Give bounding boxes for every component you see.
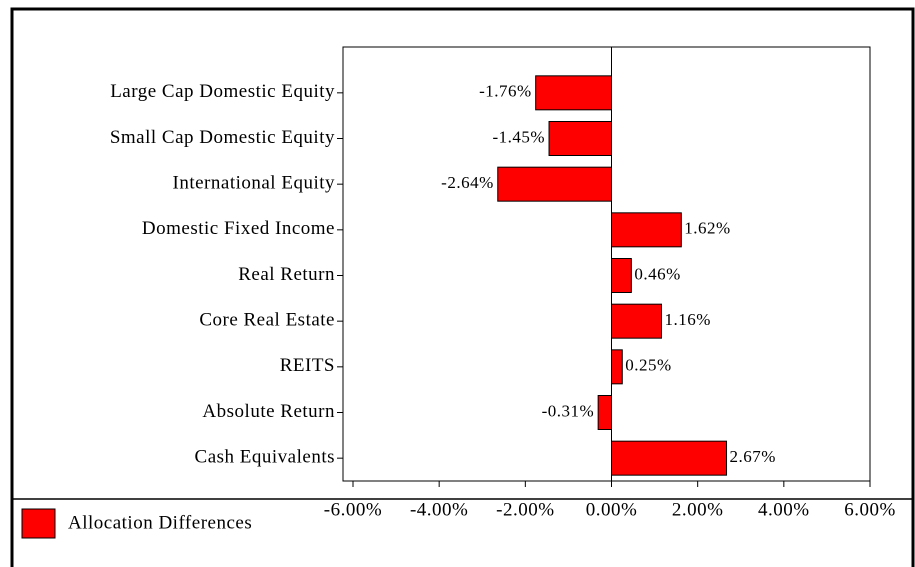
x-tick-label: -6.00% [324, 499, 382, 520]
bar [548, 121, 613, 156]
data-label: -0.31% [542, 401, 595, 420]
y-tick-label: Real Return [238, 264, 335, 285]
outer-frame [10, 7, 915, 567]
bar [611, 440, 728, 476]
y-tick-label: Absolute Return [202, 401, 335, 422]
y-tick-label: International Equity [173, 173, 335, 194]
data-label: 0.46% [634, 264, 680, 283]
data-label: -2.64% [441, 173, 494, 192]
y-tick-label: Cash Equivalents [195, 447, 335, 468]
x-tick-label: -2.00% [496, 499, 554, 520]
legend-swatch [21, 508, 56, 539]
y-tick-label: Domestic Fixed Income [142, 218, 335, 239]
bar [611, 349, 623, 385]
y-tick-label: Large Cap Domestic Equity [110, 81, 335, 102]
bar [497, 166, 613, 202]
data-label: 0.25% [625, 356, 671, 375]
plot-frame [342, 46, 871, 482]
bar [611, 303, 662, 339]
data-label: -1.76% [479, 82, 532, 101]
bar [611, 212, 682, 248]
data-label: 1.62% [684, 219, 730, 238]
y-tick-label: REITS [280, 355, 335, 376]
x-tick-label: -4.00% [410, 499, 468, 520]
data-label: 2.67% [730, 447, 776, 466]
y-tick-label: Small Cap Domestic Equity [110, 127, 335, 148]
bar [597, 395, 612, 430]
x-tick-label: 4.00% [758, 499, 810, 520]
y-tick-label: Core Real Estate [199, 310, 335, 331]
x-tick-label: 0.00% [586, 499, 638, 520]
x-tick-label: 2.00% [672, 499, 724, 520]
data-label: -1.45% [492, 127, 545, 146]
x-tick-label: 6.00% [844, 499, 896, 520]
legend-label: Allocation Differences [68, 512, 252, 533]
data-label: 1.16% [664, 310, 710, 329]
bar [535, 75, 613, 111]
bar [611, 258, 632, 293]
